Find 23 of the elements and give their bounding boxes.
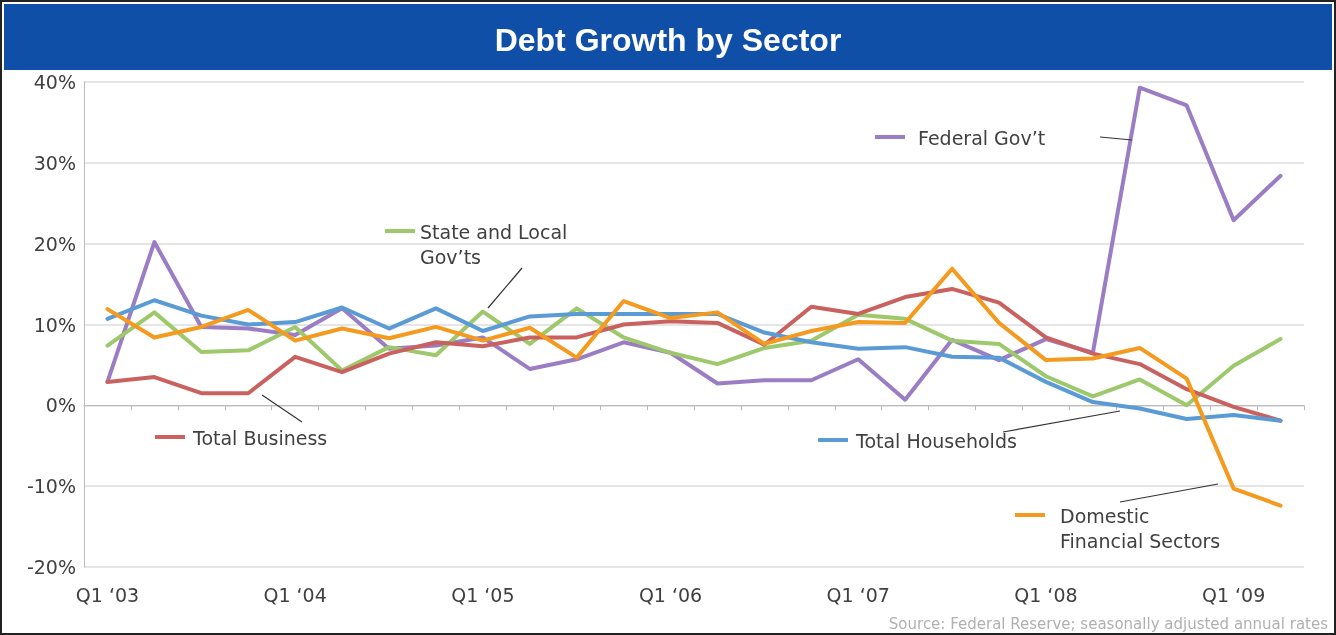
- y-tick-label: 20%: [33, 232, 76, 255]
- source-note: Source: Federal Reserve; seasonally adjusted annual rates: [888, 614, 1329, 633]
- x-tick-label: Q1 ‘03: [75, 583, 140, 606]
- y-tick-label: -20%: [26, 556, 76, 578]
- legend-label: Total Households: [855, 429, 1017, 452]
- y-tick-label: -10%: [26, 475, 76, 498]
- y-tick-label: 30%: [33, 151, 76, 174]
- y-tick-label: 40%: [33, 71, 76, 93]
- y-tick-label: 10%: [33, 313, 76, 336]
- x-tick-label: Q1 ‘05: [451, 583, 515, 606]
- x-tick-label: Q1 ‘04: [263, 583, 327, 606]
- legend-label: Domestic Financial Sectors: [1060, 504, 1221, 552]
- legend-label: Federal Gov’t: [918, 126, 1046, 149]
- line-series: [105, 266, 1283, 508]
- x-tick-label: Q1 ‘08: [1014, 583, 1078, 606]
- line-series: [105, 306, 1283, 408]
- legend-label: Total Business: [192, 426, 328, 449]
- x-tick-label: Q1 ‘06: [638, 583, 703, 606]
- y-tick-label: 0%: [45, 394, 76, 417]
- legend-label: State and Local Gov’ts: [420, 220, 574, 268]
- x-tick-label: Q1 ‘07: [826, 583, 890, 606]
- chart-title: Debt Growth by Sector: [4, 4, 1332, 70]
- x-tick-label: Q1 ‘09: [1201, 583, 1266, 606]
